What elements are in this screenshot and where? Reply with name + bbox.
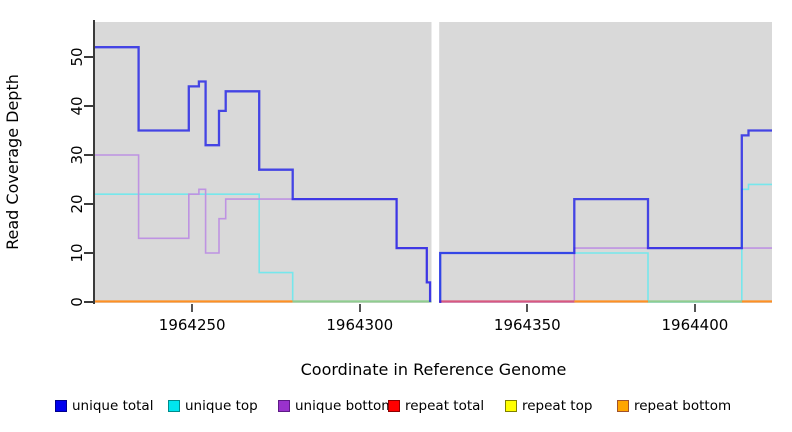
x-tick-label: 1964300 (326, 316, 394, 334)
legend-swatch-repeat-total-icon (388, 400, 400, 412)
legend-label: repeat top (522, 398, 593, 414)
y-axis-line (93, 20, 95, 304)
x-tick-label: 1964250 (158, 316, 226, 334)
y-tick (84, 301, 93, 303)
legend-swatch-unique-total-icon (55, 400, 67, 412)
y-tick (84, 154, 93, 156)
x-tick (358, 304, 361, 312)
x-tick-label: 1964400 (661, 316, 729, 334)
coverage-step-chart (95, 22, 772, 304)
no-data-gap-band (431, 22, 440, 303)
y-tick (84, 56, 93, 58)
legend-label: repeat bottom (634, 398, 732, 414)
y-tick (84, 252, 93, 254)
y-tick-label: 20 (68, 194, 86, 214)
x-axis-title: Coordinate in Reference Genome (300, 360, 567, 379)
series-line-unique-total (95, 46, 772, 304)
plot-panel (95, 22, 772, 304)
y-tick-label: 30 (68, 145, 86, 165)
x-tick (191, 304, 194, 312)
y-axis-title: Read Coverage Depth (3, 74, 22, 250)
y-tick (84, 203, 93, 205)
x-tick (693, 304, 696, 312)
legend-swatch-unique-bottom-icon (278, 400, 290, 412)
x-tick-label: 1964350 (493, 316, 561, 334)
legend-label: repeat total (405, 398, 485, 414)
legend: unique total unique top unique bottom repea… (0, 398, 792, 418)
y-tick-label: 50 (68, 47, 86, 67)
legend-swatch-repeat-top-icon (505, 400, 517, 412)
x-tick (526, 304, 529, 312)
y-tick-label: 10 (68, 243, 86, 263)
y-tick-label: 0 (68, 297, 86, 307)
legend-label: unique top (185, 398, 258, 414)
legend-swatch-repeat-bottom-icon (617, 400, 629, 412)
legend-label: unique total (72, 398, 154, 414)
legend-swatch-unique-top-icon (168, 400, 180, 412)
y-tick-label: 40 (68, 96, 86, 116)
legend-label: unique bottom (295, 398, 395, 414)
y-tick (84, 105, 93, 107)
